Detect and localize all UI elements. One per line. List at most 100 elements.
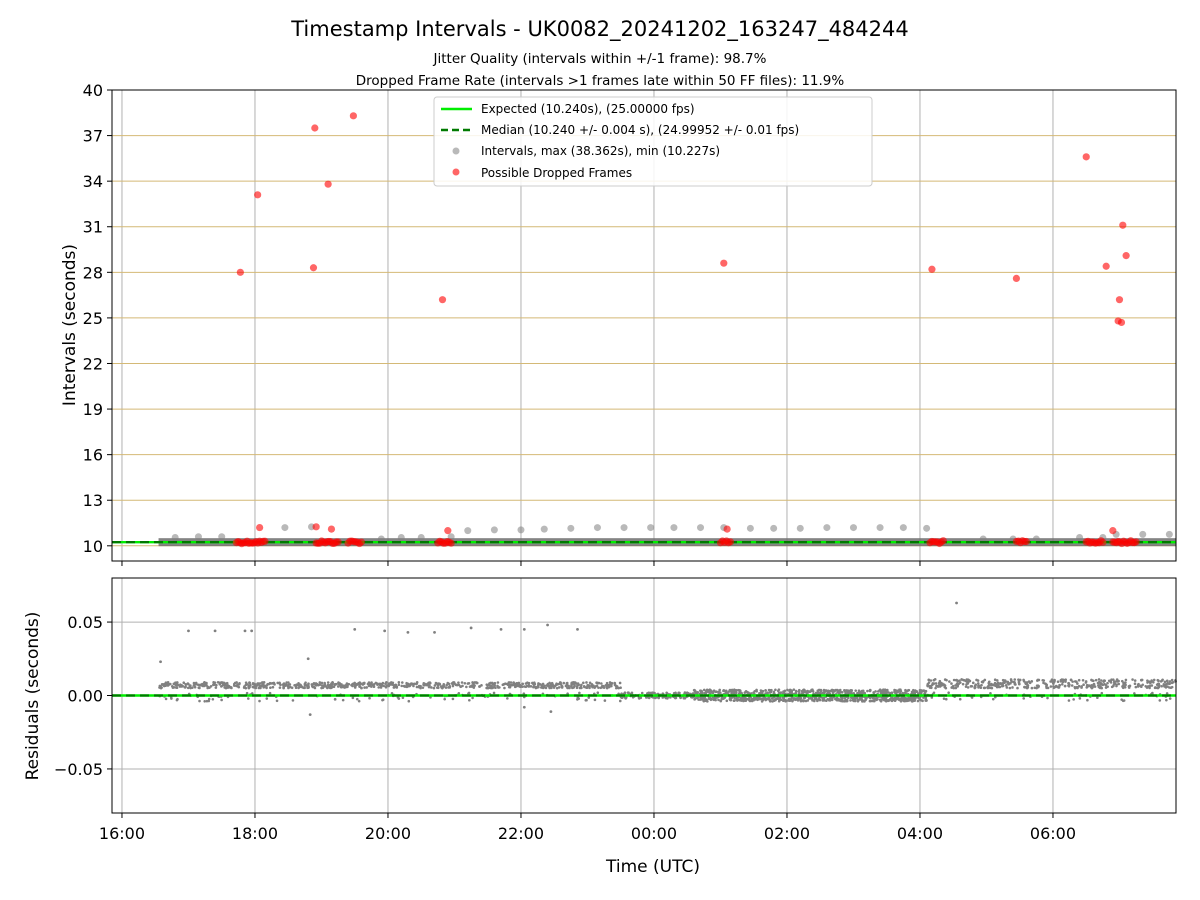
residual-point <box>792 688 796 691</box>
residual-point <box>601 684 604 688</box>
residual-point <box>600 682 603 685</box>
residual-outlier-point <box>187 629 190 633</box>
residual-point <box>278 681 281 685</box>
residual-point <box>457 681 460 684</box>
residual-point <box>929 679 933 682</box>
residual-point <box>854 689 858 692</box>
interval-point <box>1076 533 1084 541</box>
residual-point <box>237 685 241 689</box>
residual-point <box>478 685 481 688</box>
residual-point <box>728 698 732 702</box>
residuals-panel: 0.05 0.00 −0.05 16:00 18:00 20:00 22:00 00:00 02… <box>54 577 1177 843</box>
residual-point <box>1150 679 1153 682</box>
residual-point <box>419 686 422 690</box>
residual-point <box>294 686 298 690</box>
residual-point <box>390 691 394 695</box>
residual-point <box>198 699 201 703</box>
residual-point <box>1121 699 1125 703</box>
residual-point <box>821 699 825 702</box>
residual-point <box>1063 684 1067 688</box>
dropped-frame-point <box>236 268 244 276</box>
residual-point <box>521 682 525 686</box>
residual-point <box>415 685 419 689</box>
dropped-frame-point <box>444 527 452 535</box>
residual-point <box>1072 698 1075 701</box>
residual-point <box>507 681 511 684</box>
residual-point <box>1163 684 1166 688</box>
residual-point <box>886 688 889 692</box>
residual-point <box>1003 679 1006 682</box>
residual-point <box>871 699 875 703</box>
residual-point <box>203 699 207 703</box>
residual-point <box>275 699 279 703</box>
residual-point <box>1012 680 1016 684</box>
residual-point <box>175 698 179 702</box>
residual-point <box>247 684 251 687</box>
residual-point <box>620 692 623 695</box>
bottom-y-tick-label: 0.05 <box>67 613 103 632</box>
residual-point <box>944 697 948 701</box>
residual-point <box>919 691 923 695</box>
residual-point <box>599 686 603 690</box>
residual-point <box>524 682 528 685</box>
residual-point <box>355 697 359 701</box>
residual-point <box>760 697 764 701</box>
residual-point <box>745 697 749 701</box>
residual-point <box>354 684 357 687</box>
residual-point <box>189 686 192 690</box>
residual-point <box>902 696 906 700</box>
residual-point <box>575 685 579 688</box>
residual-point <box>693 688 696 692</box>
residual-point <box>960 678 964 681</box>
residual-point <box>207 699 211 703</box>
residual-point <box>555 686 559 690</box>
residual-point <box>1100 679 1103 682</box>
residual-point <box>460 681 464 684</box>
residual-point <box>769 699 772 703</box>
residual-point <box>358 685 361 688</box>
interval-point <box>923 524 931 532</box>
residual-point <box>1100 691 1104 695</box>
residual-point <box>921 699 924 703</box>
top-y-axis-label: Intervals (seconds) <box>60 244 80 406</box>
residual-point <box>337 681 340 684</box>
interval-point <box>540 525 548 533</box>
residual-point <box>966 678 970 681</box>
residual-point <box>795 690 798 693</box>
residual-point <box>988 683 992 687</box>
residual-point <box>1030 686 1034 690</box>
residual-point <box>1106 685 1109 688</box>
residual-point <box>805 691 808 695</box>
residual-point <box>593 698 597 702</box>
residual-point <box>1093 685 1097 688</box>
residual-point <box>576 682 580 685</box>
residual-point <box>463 682 467 685</box>
residual-point <box>508 685 512 689</box>
residual-point <box>467 692 470 695</box>
residual-point <box>862 699 866 703</box>
residual-point <box>562 681 566 685</box>
residual-point <box>279 683 282 687</box>
legend-box <box>433 96 873 187</box>
residual-point <box>211 697 215 701</box>
residual-point <box>489 684 492 688</box>
interval-point <box>670 524 678 532</box>
residual-point <box>956 685 959 688</box>
residual-point <box>1081 679 1085 682</box>
residual-point <box>755 689 758 693</box>
residual-point <box>246 697 250 700</box>
residual-point <box>868 696 872 700</box>
residual-point <box>818 697 821 701</box>
residual-point <box>527 681 531 685</box>
residual-point <box>596 691 600 694</box>
residual-point <box>733 689 737 692</box>
residual-point <box>853 699 857 703</box>
residual-point <box>720 697 723 701</box>
residual-point <box>841 696 844 700</box>
residual-point <box>738 698 742 702</box>
residual-point <box>613 681 616 685</box>
residual-point <box>596 681 600 685</box>
residual-point <box>429 696 432 699</box>
residual-point <box>1050 680 1054 683</box>
residual-point <box>1045 683 1049 687</box>
